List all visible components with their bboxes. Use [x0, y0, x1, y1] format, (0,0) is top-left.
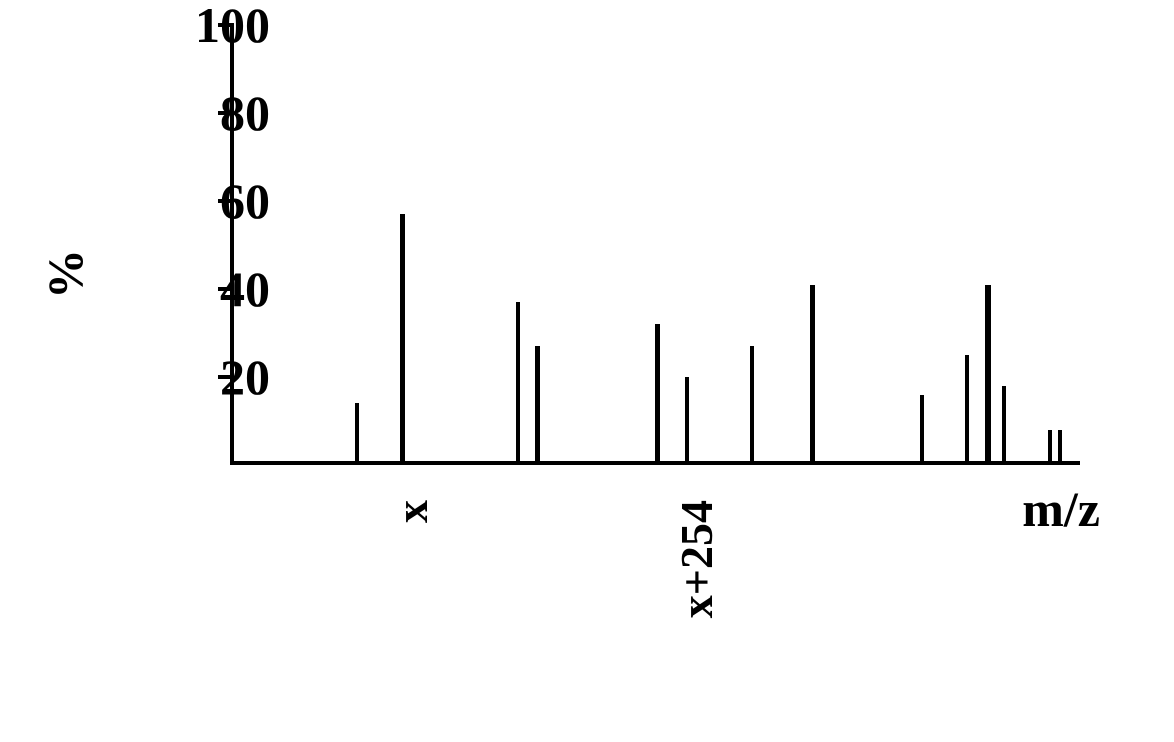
mass-spectrum-chart: % xx+254 20406080100 m/z: [60, 10, 1140, 730]
y-tick-label: 100: [150, 0, 270, 54]
spectrum-peak: [1058, 430, 1062, 465]
spectrum-peak: [920, 395, 924, 465]
y-tick-label: 20: [150, 348, 270, 406]
spectrum-peak: [516, 302, 520, 465]
x-tick-label: x+254: [670, 500, 723, 618]
x-tick-label: x: [385, 500, 438, 523]
spectrum-peak: [750, 346, 754, 465]
spectrum-peak: [1048, 430, 1052, 465]
spectrum-peak: [810, 285, 815, 465]
spectrum-peak: [1002, 386, 1006, 465]
y-axis-title: %: [36, 249, 94, 299]
spectrum-peak: [985, 285, 991, 465]
spectrum-peak: [685, 377, 689, 465]
spectrum-peak: [965, 355, 969, 465]
spectrum-peak: [655, 324, 660, 465]
spectrum-peak: [355, 403, 359, 465]
y-tick-label: 60: [150, 172, 270, 230]
x-axis-title: m/z: [1022, 480, 1100, 538]
spectrum-peak: [400, 214, 405, 465]
plot-area: xx+254: [230, 25, 1080, 465]
y-tick-label: 40: [150, 260, 270, 318]
y-tick-label: 80: [150, 84, 270, 142]
spectrum-peak: [535, 346, 540, 465]
